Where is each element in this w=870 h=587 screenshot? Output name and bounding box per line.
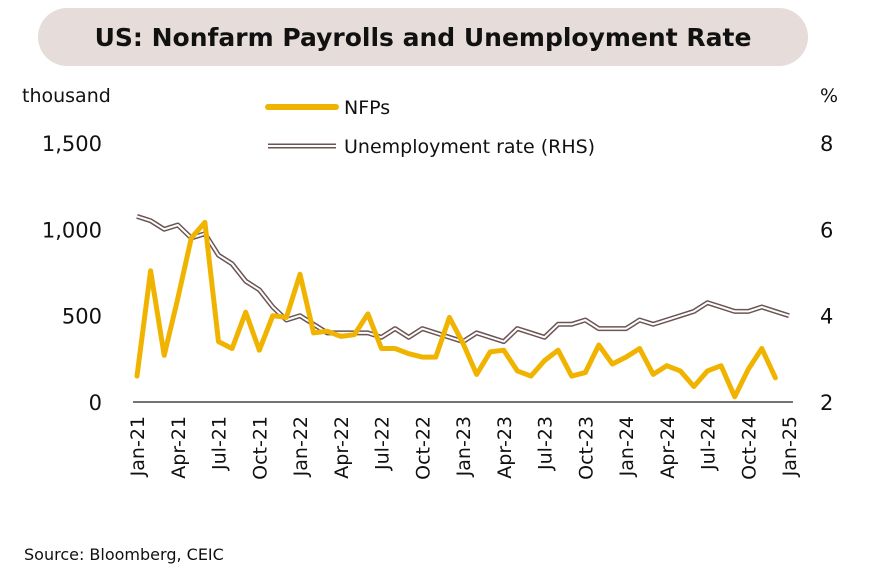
x-axis-tick-label: Apr-24 [657,416,679,479]
x-axis-tick-label: Jan-25 [779,416,801,477]
right-axis-tick-label: 8 [820,132,833,156]
x-axis-tick-label: Oct-24 [738,416,760,480]
x-axis-tick-label: Jan-24 [616,416,638,477]
x-axis-tick-label: Jul-22 [372,416,394,471]
source-note: Source: Bloomberg, CEIC [24,545,224,564]
left-axis-tick-label: 500 [62,305,102,329]
right-axis-tick-label: 6 [820,218,833,242]
x-axis-tick-label: Jan-21 [127,416,149,477]
x-axis-tick-label: Jan-23 [453,416,475,477]
x-axis-tick-label: Jul-23 [535,416,557,471]
legend-label-unemployment: Unemployment rate (RHS) [344,136,595,158]
x-axis-tick-label: Apr-22 [331,416,353,479]
left-axis-tick-label: 1,000 [42,218,102,242]
nfp-line [134,219,778,400]
chart-title-banner: US: Nonfarm Payrolls and Unemployment Ra… [38,8,808,66]
chart-title: US: Nonfarm Payrolls and Unemployment Ra… [94,22,752,52]
left-axis-unit-label: thousand [22,85,111,107]
x-axis-tick-label: Oct-23 [575,416,597,480]
legend-label-nfps: NFPs [344,97,390,119]
right-axis-tick-label: 2 [820,391,833,415]
x-axis-tick-label: Apr-21 [168,416,190,479]
x-axis-tick-label: Apr-23 [494,416,516,479]
x-axis-tick-label: Oct-22 [412,416,434,480]
x-axis-tick-label: Jul-24 [698,416,720,471]
left-axis-tick-label: 1,500 [42,132,102,156]
left-axis-tick-label: 0 [89,391,102,415]
x-axis-tick-label: Jul-21 [209,416,231,471]
unemployment-rate-line-outline [136,214,790,345]
x-axis-tick-label: Oct-21 [249,416,271,480]
right-axis-tick-label: 4 [820,305,833,329]
unemployment-rate-line-inner [136,215,790,343]
right-axis-unit-label: % [820,85,838,107]
x-axis-tick-label: Jan-22 [290,416,312,477]
